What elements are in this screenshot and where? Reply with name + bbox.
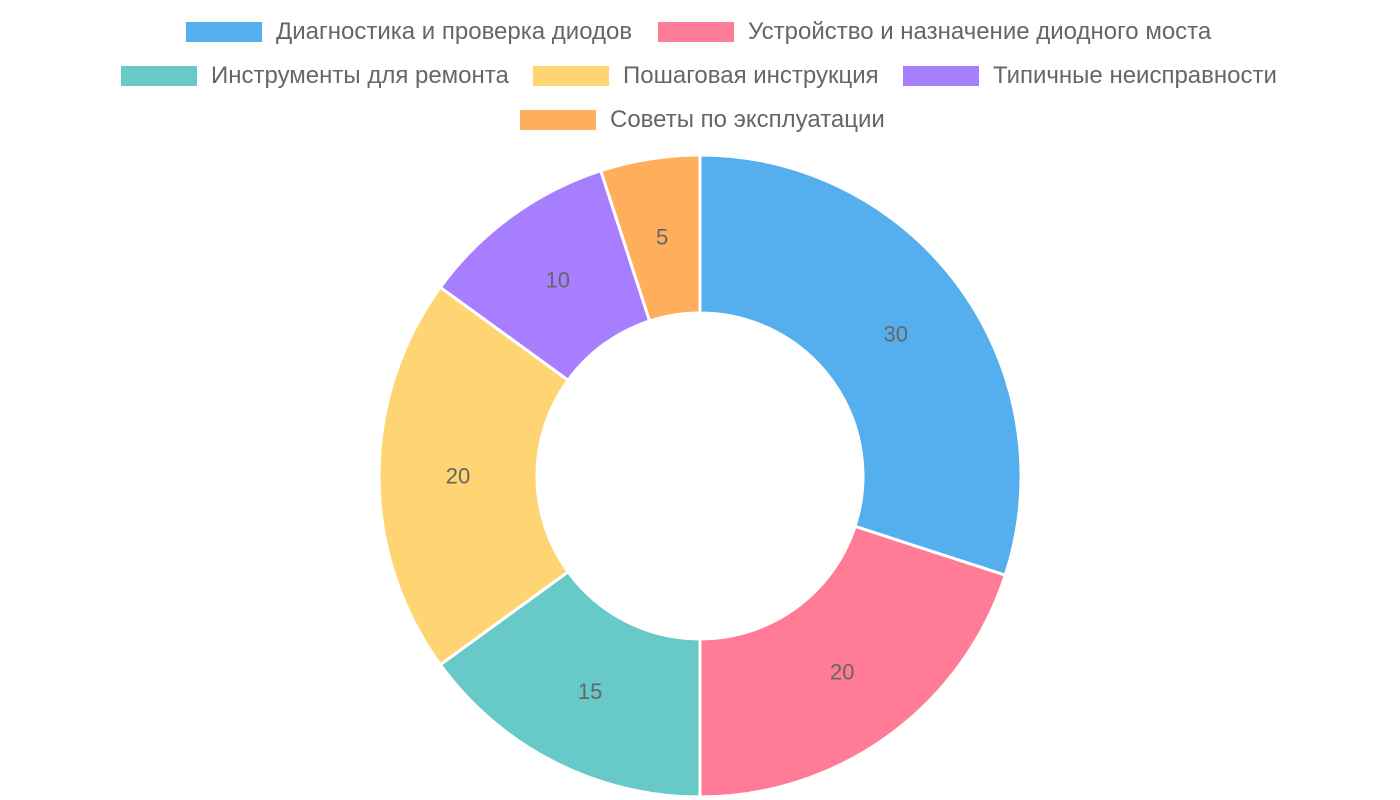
data-label-bridge-structure: 20 — [830, 659, 854, 684]
legend-swatch-usage-tips — [520, 110, 596, 130]
legend-label-step-by-step: Пошаговая инструкция — [623, 62, 879, 89]
legend-item-bridge-structure[interactable]: Устройство и назначение диодного моста — [658, 20, 1211, 44]
data-label-typical-faults: 10 — [546, 268, 570, 293]
legend-item-diagnostics[interactable]: Диагностика и проверка диодов — [186, 20, 632, 44]
data-label-usage-tips: 5 — [656, 224, 668, 249]
legend-label-typical-faults: Типичные неисправности — [993, 62, 1277, 89]
slice-repair-tools[interactable] — [438, 569, 702, 799]
legend-label-usage-tips: Советы по эксплуатации — [610, 106, 885, 133]
slice-bridge-structure[interactable] — [698, 524, 1008, 799]
slice-diagnostics[interactable] — [698, 153, 1023, 578]
legend-swatch-bridge-structure — [658, 22, 734, 42]
legend-label-bridge-structure: Устройство и назначение диодного моста — [748, 18, 1212, 45]
data-label-diagnostics: 30 — [884, 321, 908, 346]
slice-usage-tips[interactable] — [598, 153, 702, 323]
legend-swatch-step-by-step — [533, 66, 609, 86]
legend-item-step-by-step[interactable]: Пошаговая инструкция — [533, 64, 879, 88]
legend-swatch-typical-faults — [903, 66, 979, 86]
legend-swatch-repair-tools — [121, 66, 197, 86]
legend-label-diagnostics: Диагностика и проверка диодов — [276, 18, 633, 45]
slice-step-by-step[interactable] — [377, 285, 571, 667]
data-label-step-by-step: 20 — [446, 464, 470, 489]
legend-swatch-diagnostics — [186, 22, 262, 42]
data-label-repair-tools: 15 — [578, 679, 602, 704]
legend-item-repair-tools[interactable]: Инструменты для ремонта — [121, 64, 509, 88]
legend-label-repair-tools: Инструменты для ремонта — [211, 62, 509, 89]
chart-legend: Диагностика и проверка диодов Устройство… — [0, 0, 1400, 150]
legend-item-usage-tips[interactable]: Советы по эксплуатации — [520, 108, 885, 132]
legend-item-typical-faults[interactable]: Типичные неисправности — [903, 64, 1277, 88]
